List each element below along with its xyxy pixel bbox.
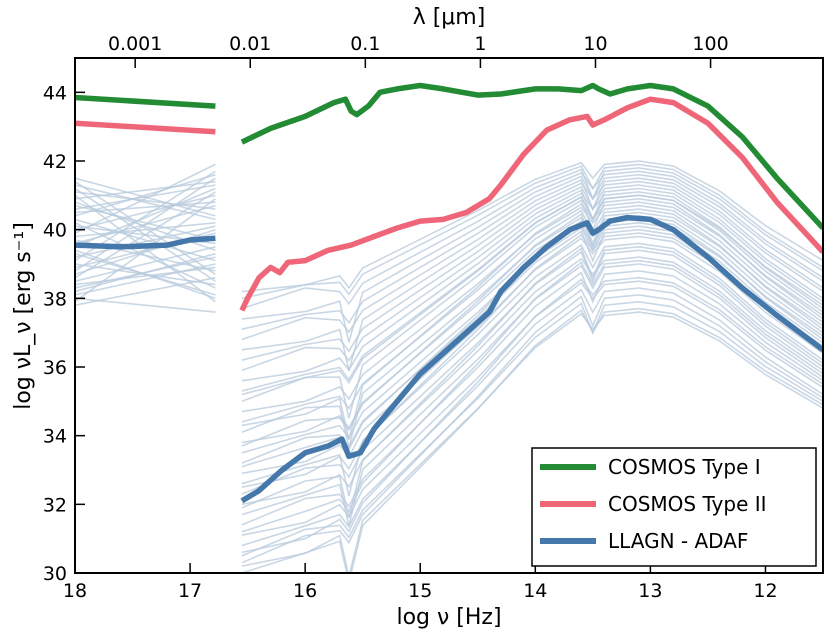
individual-source-line: [241, 242, 823, 497]
y-tick-label: 34: [43, 426, 67, 448]
x-tick-label: 17: [178, 580, 202, 602]
axis-ticks: 18 17 16 15 14 13 12 30 32 34 36 38 40 42 44 0.001 0.01 0…: [43, 33, 778, 602]
individual-source-line: [241, 167, 823, 310]
plot-frame: [74, 57, 824, 574]
individual-source-line: [241, 194, 823, 396]
y-tick-label: 38: [43, 288, 67, 310]
x-tick-label: 14: [523, 580, 547, 602]
top-tick-label: 100: [692, 33, 728, 55]
individual-source-line: [241, 276, 823, 554]
individual-source-xray-line: [75, 163, 216, 234]
individual-source-line: [241, 201, 823, 440]
top-tick-label: 10: [583, 33, 607, 55]
legend: COSMOS Type I COSMOS Type II LLAGN - ADA…: [531, 447, 817, 567]
y-tick-label: 32: [43, 494, 67, 516]
y-tick-label: 36: [43, 357, 67, 379]
individual-source-line: [241, 256, 823, 506]
individual-source-line: [241, 191, 823, 382]
individual-source-xray-line: [75, 225, 216, 258]
individual-source-xray-line: [75, 218, 216, 262]
individual-source-xray-line: [75, 266, 216, 286]
x-tick-label: 15: [408, 580, 432, 602]
series-line-llagn: [240, 214, 823, 504]
individual-source-line: [241, 287, 823, 547]
individual-source-line: [241, 208, 823, 423]
individual-source-line: [241, 215, 823, 448]
legend-label-type1: COSMOS Type I: [608, 455, 761, 479]
template-lines: [75, 82, 823, 504]
individual-source-line: [241, 163, 823, 300]
individual-source-xray-line: [75, 249, 216, 300]
individual-source-line: [241, 300, 823, 557]
individual-source-xray-line: [75, 184, 216, 221]
series-line-cosmos_type2: [75, 120, 216, 135]
individual-source-line: [241, 184, 823, 361]
series-line-cosmos_type1: [75, 94, 216, 109]
x-tick-label: 18: [63, 580, 87, 602]
individual-source-line: [241, 245, 823, 518]
individual-source-line: [241, 249, 823, 495]
x-tick-label: 12: [753, 580, 777, 602]
individual-source-line: [241, 259, 823, 533]
individual-source-line: [241, 232, 823, 488]
y-tick-label: 44: [43, 82, 67, 104]
x-axis-title: log ν [Hz]: [396, 605, 501, 630]
individual-source-line: [241, 173, 823, 330]
series-line-llagn: [75, 235, 216, 250]
individual-source-xray-line: [75, 276, 216, 306]
individual-source-line: [241, 294, 823, 564]
individual-source-line: [241, 280, 823, 536]
individual-source-xray-line: [75, 252, 216, 293]
top-tick-label: 0.01: [229, 33, 271, 55]
individual-source-xray-line: [75, 180, 216, 275]
individual-source-line: [241, 160, 823, 293]
top-tick-label: 0.1: [350, 33, 380, 55]
y-tick-label: 42: [43, 151, 67, 173]
individual-source-line: [241, 204, 823, 413]
series-line-cosmos_type2: [239, 96, 823, 312]
individual-source-xray-line: [75, 180, 216, 200]
individual-source-line: [241, 311, 823, 573]
legend-label-type2: COSMOS Type II: [608, 492, 767, 516]
individual-source-xray-line: [75, 246, 216, 282]
individual-source-xray-line: [75, 194, 216, 231]
individual-source-line: [241, 177, 823, 341]
x-tick-label: 16: [293, 580, 317, 602]
individual-source-xray-line: [75, 263, 216, 296]
top-tick-label: 0.001: [108, 33, 162, 55]
y-axis-title: log νL_ν [erg s⁻¹]: [11, 222, 36, 410]
individual-source-xray-line: [75, 173, 216, 217]
individual-source-line: [241, 180, 823, 372]
x-tick-label: 13: [638, 580, 662, 602]
y-tick-label: 40: [43, 220, 67, 242]
individual-source-xray-line: [75, 222, 216, 238]
top-tick-label: 1: [474, 33, 486, 55]
series-line-cosmos_type1: [240, 82, 823, 230]
individual-source-line: [241, 187, 823, 372]
individual-source-line: [241, 170, 823, 343]
individual-source-line: [241, 197, 823, 419]
individual-source-xray-line: [75, 177, 216, 272]
top-axis-title: λ [μm]: [413, 5, 486, 30]
individual-source-lines: [75, 160, 823, 573]
individual-source-xray-line: [75, 184, 216, 210]
individual-source-line: [241, 211, 823, 447]
legend-label-llagn: LLAGN - ADAF: [608, 529, 748, 553]
y-tick-label: 30: [43, 563, 67, 585]
individual-source-line: [241, 307, 823, 573]
